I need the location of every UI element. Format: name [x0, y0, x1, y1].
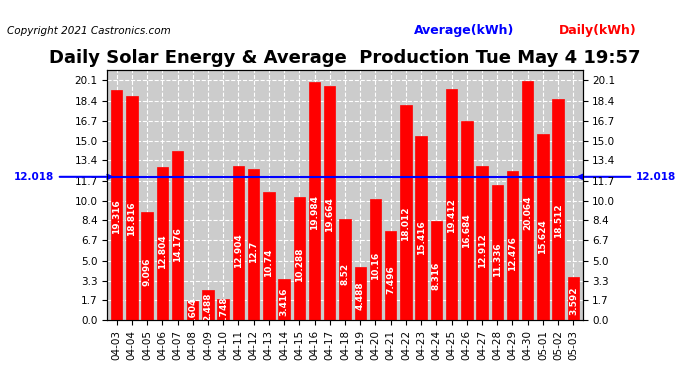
Bar	[446, 88, 457, 320]
Bar	[157, 168, 168, 320]
Bar	[385, 231, 396, 320]
Bar	[461, 121, 473, 320]
Text: 19.664: 19.664	[325, 197, 334, 232]
Text: 19.316: 19.316	[112, 199, 121, 234]
Title: Daily Solar Energy & Average  Production Tue May 4 19:57: Daily Solar Energy & Average Production …	[49, 49, 641, 67]
Bar	[233, 166, 244, 320]
Bar	[553, 99, 564, 320]
Text: 12.018: 12.018	[14, 172, 112, 182]
Bar	[415, 136, 427, 320]
Bar	[355, 267, 366, 320]
Text: 18.012: 18.012	[402, 206, 411, 241]
Text: Copyright 2021 Castronics.com: Copyright 2021 Castronics.com	[7, 26, 170, 36]
Text: 16.684: 16.684	[462, 213, 471, 248]
Text: 10.16: 10.16	[371, 252, 380, 280]
Text: 3.592: 3.592	[569, 286, 578, 315]
Bar	[111, 90, 122, 320]
Bar	[202, 291, 214, 320]
Text: Average(kWh): Average(kWh)	[414, 24, 514, 37]
Text: 12.912: 12.912	[477, 234, 486, 268]
Bar	[400, 105, 412, 320]
Text: 12.804: 12.804	[158, 234, 167, 269]
Bar	[491, 185, 503, 320]
Bar	[141, 211, 152, 320]
Text: 12.476: 12.476	[508, 236, 517, 271]
Bar	[248, 169, 259, 320]
Bar	[538, 134, 549, 320]
Text: 9.096: 9.096	[143, 257, 152, 286]
Bar	[294, 198, 305, 320]
Bar	[522, 81, 533, 320]
Text: 18.816: 18.816	[128, 202, 137, 237]
Text: 10.288: 10.288	[295, 248, 304, 282]
Bar	[476, 166, 488, 320]
Text: 12.7: 12.7	[249, 241, 258, 263]
Bar	[506, 171, 518, 320]
Text: 8.316: 8.316	[432, 261, 441, 290]
Text: 1.748: 1.748	[219, 297, 228, 325]
Text: 3.416: 3.416	[279, 288, 288, 316]
Text: 7.496: 7.496	[386, 266, 395, 294]
Text: 15.624: 15.624	[538, 219, 547, 254]
Bar	[568, 277, 579, 320]
Text: 18.512: 18.512	[553, 204, 562, 238]
Bar	[339, 219, 351, 320]
Text: 14.176: 14.176	[173, 226, 182, 261]
Text: 1.604: 1.604	[188, 297, 197, 326]
Bar	[217, 299, 229, 320]
Bar	[172, 151, 184, 320]
Bar	[187, 301, 199, 320]
Text: 8.52: 8.52	[340, 263, 350, 285]
Text: 20.064: 20.064	[523, 195, 532, 230]
Text: 10.74: 10.74	[264, 248, 273, 277]
Bar	[309, 82, 320, 320]
Text: 4.488: 4.488	[356, 282, 365, 310]
Text: Daily(kWh): Daily(kWh)	[559, 24, 637, 37]
Bar	[324, 86, 335, 320]
Text: 2.488: 2.488	[204, 292, 213, 321]
Text: 15.416: 15.416	[417, 220, 426, 255]
Bar	[431, 221, 442, 320]
Text: 19.412: 19.412	[447, 198, 456, 233]
Text: 12.018: 12.018	[578, 172, 676, 182]
Text: 12.904: 12.904	[234, 234, 243, 268]
Bar	[370, 199, 381, 320]
Text: 11.336: 11.336	[493, 242, 502, 277]
Text: 19.984: 19.984	[310, 195, 319, 230]
Bar	[278, 279, 290, 320]
Bar	[126, 96, 137, 320]
Bar	[263, 192, 275, 320]
